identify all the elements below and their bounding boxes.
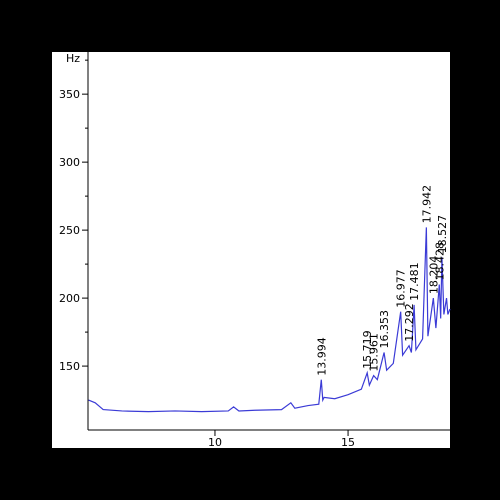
peak-label: 16.353	[378, 310, 391, 349]
y-unit: Hz	[66, 52, 80, 65]
peak-label: 15.719	[361, 330, 374, 369]
peak-label: 18.428	[433, 242, 446, 281]
y-tick-label: 250	[59, 224, 80, 237]
x-tick-label: 10	[208, 436, 222, 449]
peak-label: 16.977	[395, 269, 408, 308]
y-tick-label: 150	[59, 360, 80, 373]
peak-label: 15.961	[368, 333, 381, 372]
peak-label: 17.292	[403, 303, 416, 342]
peak-label: 18.204	[427, 256, 440, 295]
y-tick-label: 200	[59, 292, 80, 305]
peak-label: 17.942	[420, 185, 433, 224]
signal-line	[88, 227, 451, 413]
plot-background	[52, 52, 450, 448]
y-tick-label: 350	[59, 88, 80, 101]
x-tick-label: 15	[341, 436, 355, 449]
peak-label: 18.527	[436, 215, 449, 254]
peak-label: 13.994	[315, 337, 328, 376]
peak-label: 17.481	[408, 262, 421, 301]
y-tick-label: 300	[59, 156, 80, 169]
